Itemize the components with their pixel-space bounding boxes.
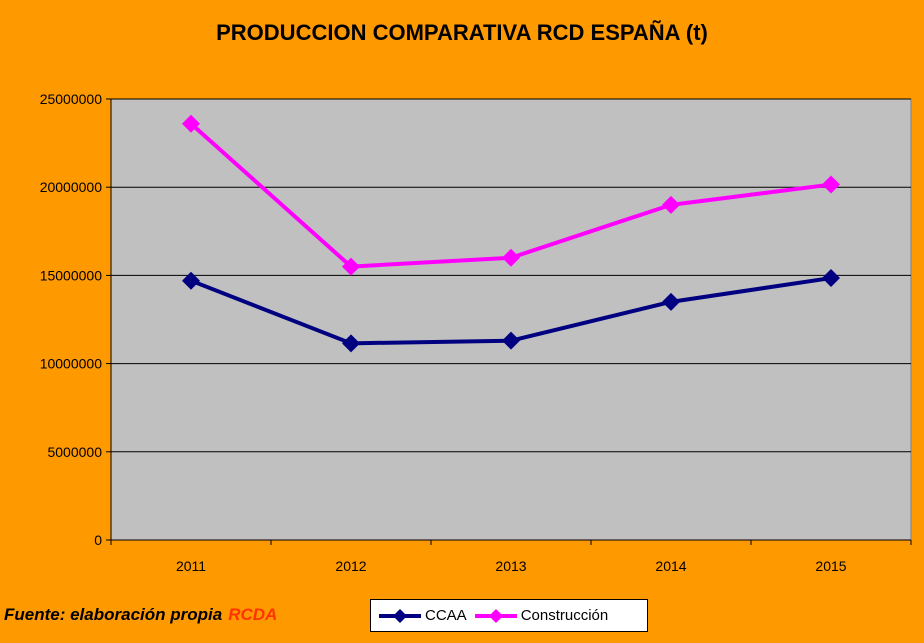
x-tick-label: 2011 <box>176 558 206 574</box>
legend-label-ccaa: CCAA <box>425 607 467 624</box>
legend-label-construccion: Construcción <box>520 607 609 624</box>
y-tick-label: 25000000 <box>40 91 103 107</box>
series-ccaa <box>182 269 840 353</box>
x-tick-labels: 2011 2012 2013 2014 2015 <box>176 558 847 574</box>
data-point <box>342 334 360 353</box>
x-tick-label: 2015 <box>815 558 846 574</box>
y-tick-label: 20000000 <box>40 179 103 195</box>
y-tick-label: 5000000 <box>47 444 102 460</box>
source-note: Fuente: elaboración propia RCDA <box>4 605 277 625</box>
series-construccion <box>182 114 840 276</box>
source-text: Fuente: elaboración propia <box>4 605 223 624</box>
chart-legend: CCAA Construcción <box>370 599 648 632</box>
chart-title: PRODUCCION COMPARATIVA RCD ESPAÑA (t) <box>216 20 708 45</box>
legend-entry-construccion: Construcción <box>473 607 609 624</box>
data-point <box>822 269 840 288</box>
x-tick-label: 2014 <box>655 558 686 574</box>
series-layer <box>182 114 840 353</box>
legend-entry-ccaa: CCAA <box>377 607 467 624</box>
data-point <box>662 195 680 214</box>
y-tick-labels: 0 5000000 10000000 15000000 20000000 25000000 <box>40 91 103 548</box>
y-tick-label: 15000000 <box>40 267 103 283</box>
data-point <box>342 257 360 276</box>
data-point <box>502 248 520 267</box>
data-point <box>502 331 520 350</box>
y-tick-label: 0 <box>94 532 102 548</box>
source-brand: RCDA <box>228 605 278 624</box>
grid-lines <box>111 98 911 453</box>
data-point <box>662 292 680 311</box>
y-tick-label: 10000000 <box>40 356 103 372</box>
legend-swatch-construccion <box>474 608 517 623</box>
data-point <box>822 175 840 194</box>
plot-area <box>110 98 912 541</box>
x-tick-label: 2013 <box>495 558 526 574</box>
axes <box>106 98 912 545</box>
x-tick-label: 2012 <box>335 558 366 574</box>
legend-swatch-ccaa <box>379 608 421 623</box>
data-point <box>182 271 200 290</box>
data-point <box>182 114 200 133</box>
